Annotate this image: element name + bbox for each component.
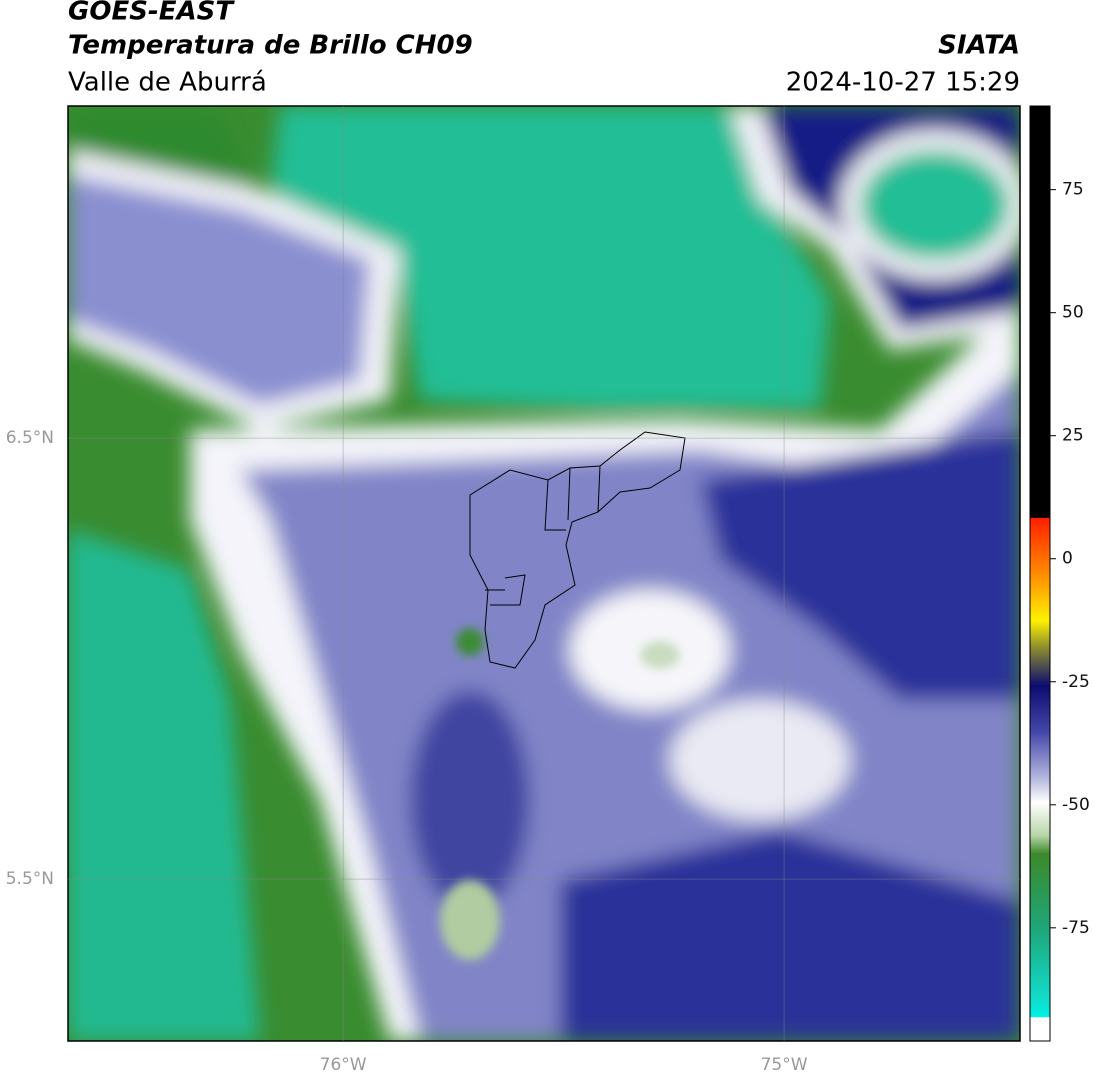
- region: Valle de Aburrá: [68, 68, 267, 98]
- satellite-image: [68, 106, 1020, 1041]
- colorbar-tick-label: 75: [1062, 180, 1084, 200]
- x-tick-label: 76°W: [320, 1055, 367, 1075]
- y-tick-label: 5.5°N: [6, 869, 54, 889]
- colorbar-tick-label: -50: [1062, 795, 1090, 815]
- source: SIATA: [938, 31, 1020, 61]
- colorbar-tick-label: 0: [1062, 549, 1073, 569]
- colorbar-tick-label: -25: [1062, 672, 1090, 692]
- map-frame: [67, 105, 1021, 1042]
- title: GOES-EAST: [68, 0, 235, 27]
- colorbar-tick-label: 50: [1062, 303, 1084, 323]
- y-tick-label: 6.5°N: [6, 428, 54, 448]
- colorbar: [1029, 105, 1051, 1042]
- colorbar-tick-label: 25: [1062, 426, 1084, 446]
- x-tick-label: 75°W: [761, 1055, 808, 1075]
- timestamp: 2024-10-27 15:29: [786, 68, 1020, 98]
- subtitle: Temperatura de Brillo CH09: [68, 31, 473, 61]
- colorbar-tick-label: -75: [1062, 918, 1090, 938]
